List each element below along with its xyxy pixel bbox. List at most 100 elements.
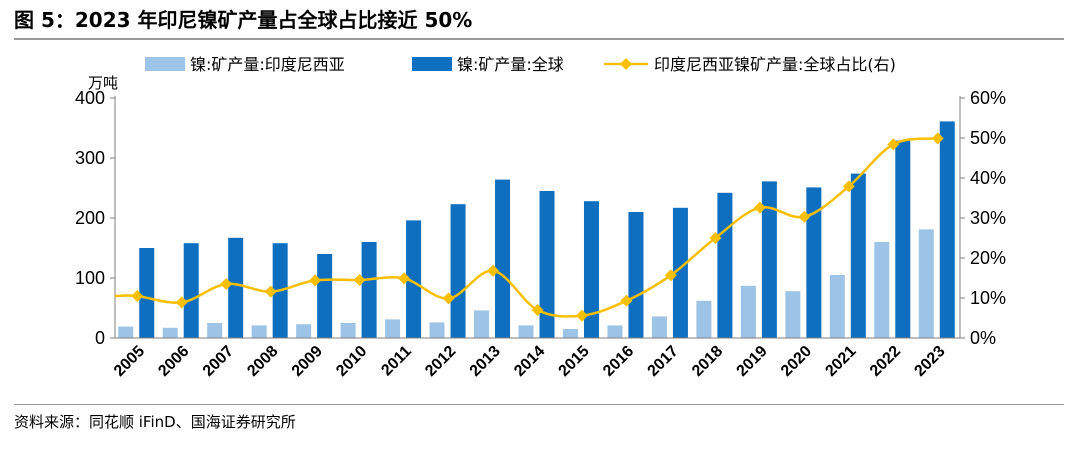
left-tick-label: 200 — [75, 208, 105, 228]
bar-global-2007 — [228, 237, 244, 338]
left-tick-label: 0 — [95, 328, 105, 348]
share-point-2023 — [931, 132, 944, 145]
legend-swatch-indonesia — [145, 57, 185, 71]
bar-indonesia-2021 — [829, 275, 845, 338]
bar-indonesia-2009 — [296, 324, 312, 338]
bar-global-2009 — [317, 254, 333, 338]
bar-indonesia-2007 — [207, 323, 223, 338]
bar-global-2023 — [939, 121, 955, 339]
legend-label-indonesia: 镍:矿产量:印度尼西亚 — [190, 55, 345, 74]
x-tick-label-2019: 2019 — [734, 343, 771, 380]
share-point-2014 — [531, 304, 544, 316]
legend-label-global: 镍:矿产量:全球 — [457, 55, 564, 74]
share-point-2009 — [309, 274, 322, 287]
share-point-2015 — [575, 309, 588, 322]
x-tick-label-2023: 2023 — [911, 343, 948, 380]
indonesia-production-bars — [118, 229, 934, 338]
bar-indonesia-2012 — [429, 322, 445, 338]
source-divider — [14, 404, 1064, 405]
right-tick-label: 60% — [970, 88, 1006, 108]
bar-global-2016 — [628, 212, 644, 338]
left-axis-unit: 万吨 — [88, 74, 118, 92]
legend-label-share: 印度尼西亚镍矿产量:全球占比(右) — [654, 55, 896, 74]
bar-indonesia-2013 — [474, 310, 490, 338]
right-tick-label: 0% — [970, 328, 996, 348]
share-point-2010 — [353, 274, 366, 286]
bar-indonesia-2010 — [340, 323, 356, 338]
right-tick-label: 20% — [970, 248, 1006, 268]
x-tick-label-2012: 2012 — [422, 343, 459, 380]
x-tick-label-2017: 2017 — [645, 343, 682, 380]
bar-global-2013 — [495, 179, 511, 338]
share-point-2018 — [709, 232, 722, 244]
x-tick-label-2009: 2009 — [289, 343, 326, 380]
share-point-2021 — [842, 180, 855, 193]
right-axis-ticks: 0% 10% 20% 30% 40% 50% 60% — [960, 88, 1006, 348]
x-tick-label-2007: 2007 — [200, 343, 237, 380]
right-tick-label: 40% — [970, 168, 1006, 188]
left-tick-label: 300 — [75, 148, 105, 168]
figure-title: 图 5：2023 年印尼镍矿产量占全球占比接近 50% — [14, 8, 473, 32]
bar-indonesia-2005 — [118, 326, 134, 338]
bar-global-2018 — [717, 192, 733, 338]
x-tick-label-2005: 2005 — [111, 343, 148, 380]
left-axis-ticks: 0 100 200 300 400 — [75, 88, 115, 348]
x-tick-label-2013: 2013 — [467, 343, 504, 380]
left-tick-label: 400 — [75, 88, 105, 108]
bar-global-2006 — [183, 243, 199, 338]
x-tick-label-2020: 2020 — [778, 343, 815, 380]
bar-indonesia-2018 — [696, 300, 712, 338]
share-point-2007 — [220, 278, 233, 290]
right-tick-label: 30% — [970, 208, 1006, 228]
bar-global-2012 — [450, 204, 466, 338]
x-tick-label-2011: 2011 — [378, 343, 415, 380]
x-tick-label-2016: 2016 — [600, 343, 637, 380]
bar-global-2015 — [583, 201, 599, 338]
share-point-2013 — [487, 264, 500, 277]
x-tick-label-2006: 2006 — [155, 343, 192, 380]
bar-global-2021 — [850, 173, 866, 338]
indonesia-share-line — [114, 132, 944, 322]
share-point-2022 — [887, 138, 900, 151]
bar-indonesia-2017 — [651, 316, 667, 338]
bar-indonesia-2015 — [562, 329, 578, 338]
bar-global-2011 — [406, 220, 422, 338]
share-point-2008 — [264, 285, 277, 298]
legend-swatch-global — [412, 57, 452, 71]
right-tick-label: 10% — [970, 288, 1006, 308]
legend: 镍:矿产量:印度尼西亚 镍:矿产量:全球 印度尼西亚镍矿产量:全球占比(右) — [145, 55, 896, 74]
x-tick-label-2014: 2014 — [511, 343, 548, 380]
bar-indonesia-2006 — [162, 327, 178, 338]
share-point-2005 — [131, 290, 144, 302]
x-tick-label-2015: 2015 — [556, 343, 593, 380]
bar-indonesia-2020 — [785, 291, 801, 338]
share-point-2017 — [664, 269, 677, 282]
bar-global-2020 — [806, 187, 822, 338]
bar-global-2005 — [139, 248, 155, 338]
bar-indonesia-2023 — [918, 229, 934, 338]
share-point-2011 — [398, 272, 411, 285]
bar-indonesia-2011 — [385, 319, 401, 338]
x-tick-label-2022: 2022 — [867, 343, 904, 380]
left-tick-label: 100 — [75, 268, 105, 288]
bar-global-2017 — [672, 207, 688, 338]
bar-global-2022 — [895, 140, 911, 338]
x-tick-label-2010: 2010 — [333, 343, 370, 380]
share-point-2020 — [798, 210, 811, 223]
share-point-2019 — [753, 201, 766, 214]
share-point-2016 — [620, 294, 633, 307]
bar-indonesia-2014 — [518, 325, 534, 338]
x-tick-label-2018: 2018 — [689, 343, 726, 380]
bar-indonesia-2008 — [251, 325, 267, 338]
x-axis-ticks: 2005 2006 2007 2008 2009 2010 2011 2012 2013 2014… — [111, 343, 949, 380]
bar-global-2019 — [761, 181, 777, 338]
title-divider — [14, 38, 1064, 40]
bar-indonesia-2019 — [740, 285, 756, 338]
share-point-2006 — [175, 296, 188, 309]
legend-swatch-share-marker — [620, 58, 632, 70]
bar-global-2014 — [539, 191, 555, 338]
x-tick-label-2021: 2021 — [822, 343, 859, 380]
bar-global-2010 — [361, 242, 377, 338]
right-tick-label: 50% — [970, 128, 1006, 148]
